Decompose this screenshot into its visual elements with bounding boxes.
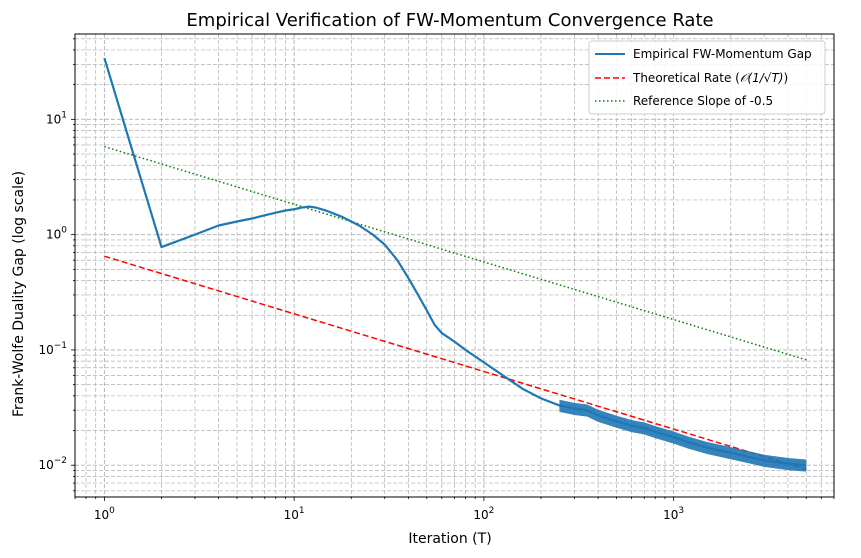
- legend-theoretical-suffix: ): [783, 71, 788, 85]
- legend-box: [588, 40, 826, 115]
- legend-label-empirical: Empirical FW-Momentum Gap: [633, 47, 812, 61]
- series-layer: [103, 57, 807, 472]
- legend-label-theoretical: Theoretical Rate (𝒪(1/√T)): [632, 71, 788, 85]
- x-tick-label: 101: [284, 506, 305, 522]
- x-tick-label: 100: [94, 506, 115, 522]
- x-axis-label: Iteration (T): [408, 531, 491, 547]
- legend-theoretical-math: 𝒪(1/√T): [740, 71, 784, 85]
- y-tick-label: 101: [46, 110, 67, 126]
- series-reference-line: [104, 145, 807, 361]
- legend: Empirical FW-Momentum Gap Theoretical Ra…: [588, 40, 826, 115]
- y-axis-label: Frank-Wolfe Duality Gap (log scale): [11, 171, 27, 417]
- x-tick-label: 102: [473, 506, 494, 522]
- y-tick-label: 100: [46, 226, 67, 242]
- minor-gridlines: [74, 34, 835, 497]
- y-tick-label: 10−2: [38, 456, 67, 472]
- y-tick-label: 10−1: [38, 341, 67, 357]
- legend-label-reference: Reference Slope of -0.5: [633, 94, 773, 108]
- major-gridlines: [75, 34, 834, 497]
- chart-title: Empirical Verification of FW-Momentum Co…: [186, 10, 713, 31]
- series-empirical-noise-band: [559, 399, 807, 472]
- series-theoretical-line: [104, 255, 807, 471]
- axis-ticks: 100 101 102 103 10−2 10−1 100 101: [38, 38, 835, 522]
- x-tick-label: 103: [663, 506, 684, 522]
- legend-theoretical-prefix: Theoretical Rate (: [632, 71, 740, 85]
